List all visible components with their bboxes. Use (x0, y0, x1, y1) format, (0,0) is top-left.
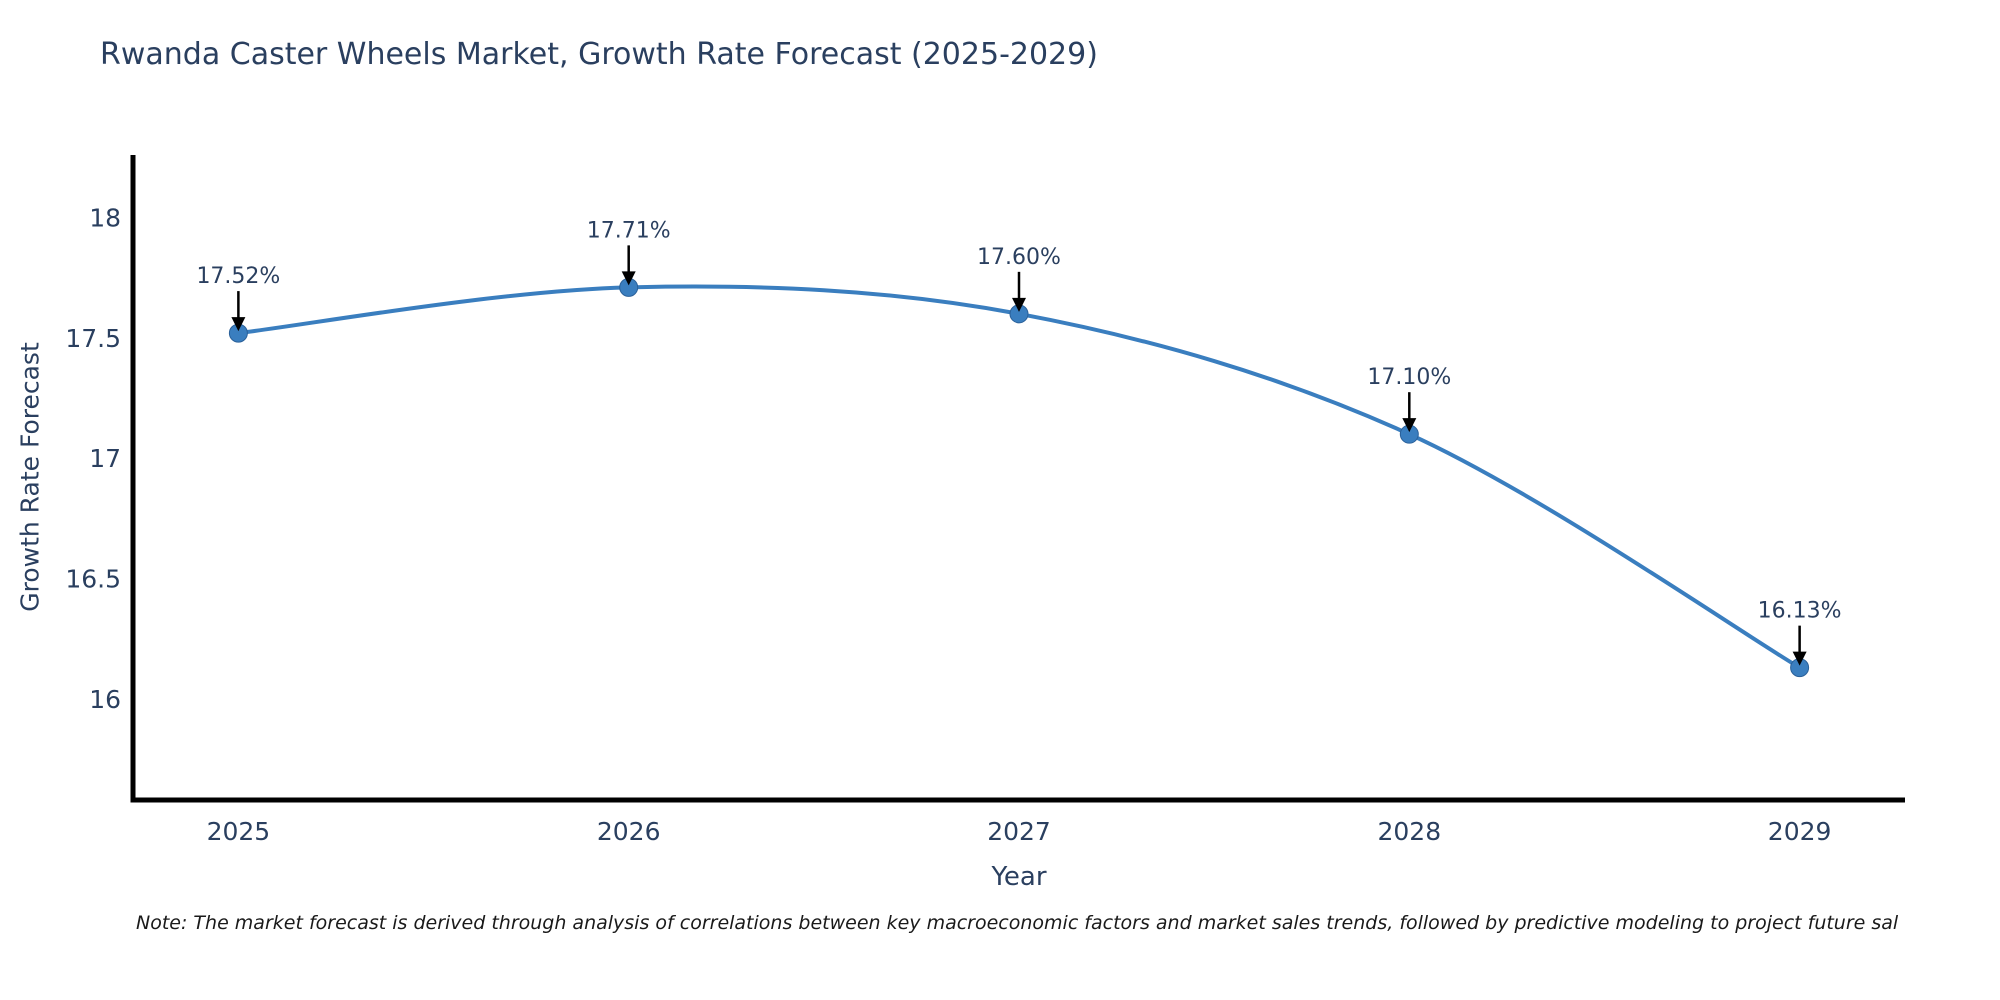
y-tick-label: 17 (89, 444, 121, 473)
annotation-arrowhead-icon (621, 271, 636, 286)
x-axis-title: Year (991, 862, 1047, 892)
x-tick-label: 2025 (207, 817, 271, 846)
x-tick-label: 2027 (987, 817, 1051, 846)
x-tick-label: 2026 (597, 817, 661, 846)
annotation-arrowhead-icon (231, 317, 246, 332)
axis-lines (130, 155, 1905, 803)
chart-title: Rwanda Caster Wheels Market, Growth Rate… (100, 37, 1098, 72)
point-value-label: 17.71% (587, 218, 671, 243)
x-tick-label: 2028 (1377, 817, 1441, 846)
annotation-arrowhead-icon (1402, 418, 1417, 433)
y-tick-label: 18 (89, 204, 121, 233)
point-value-label: 17.10% (1367, 365, 1451, 390)
point-value-label: 16.13% (1758, 599, 1842, 624)
point-value-label: 17.60% (977, 245, 1061, 270)
annotation-arrowhead-icon (1792, 651, 1807, 666)
point-value-label: 17.52% (196, 264, 280, 289)
annotation-arrowhead-icon (1012, 297, 1026, 312)
x-tick-label: 2029 (1768, 817, 1832, 846)
forecast-line (238, 284, 1801, 670)
chart-note: Note: The market forecast is derived thr… (136, 912, 1899, 934)
y-tick-label: 16.5 (65, 565, 121, 594)
y-tick-label: 16 (89, 685, 121, 714)
y-tick-label: 17.5 (65, 324, 121, 353)
